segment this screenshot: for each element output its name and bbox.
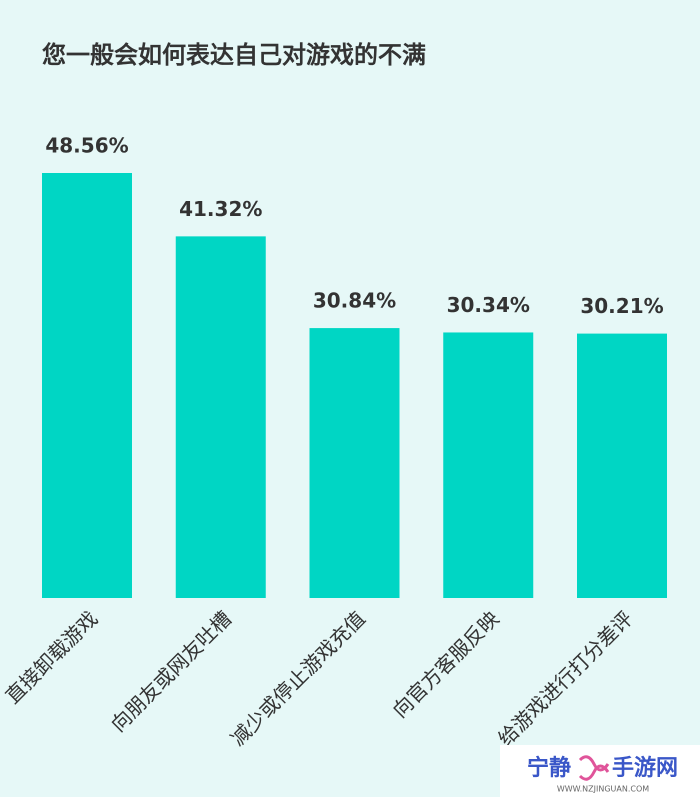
value-label: 30.84% [313,289,396,313]
value-label: 30.21% [580,294,663,318]
value-label: 48.56% [45,134,128,158]
bar [309,328,400,598]
watermark-url: WWW.NZJINGUAN.COM [557,785,649,794]
watermark-brand: 手游网 [612,755,678,781]
bar [42,173,132,598]
bar [175,236,266,598]
chart-title: 您一般会如何表达自己对游戏的不满 [42,41,426,69]
value-label: 41.32% [179,197,262,221]
value-label: 30.34% [447,293,530,317]
watermark-logo [578,755,610,781]
bar [443,332,534,598]
bar [577,333,667,598]
watermark-brand: 宁静 [527,755,571,781]
